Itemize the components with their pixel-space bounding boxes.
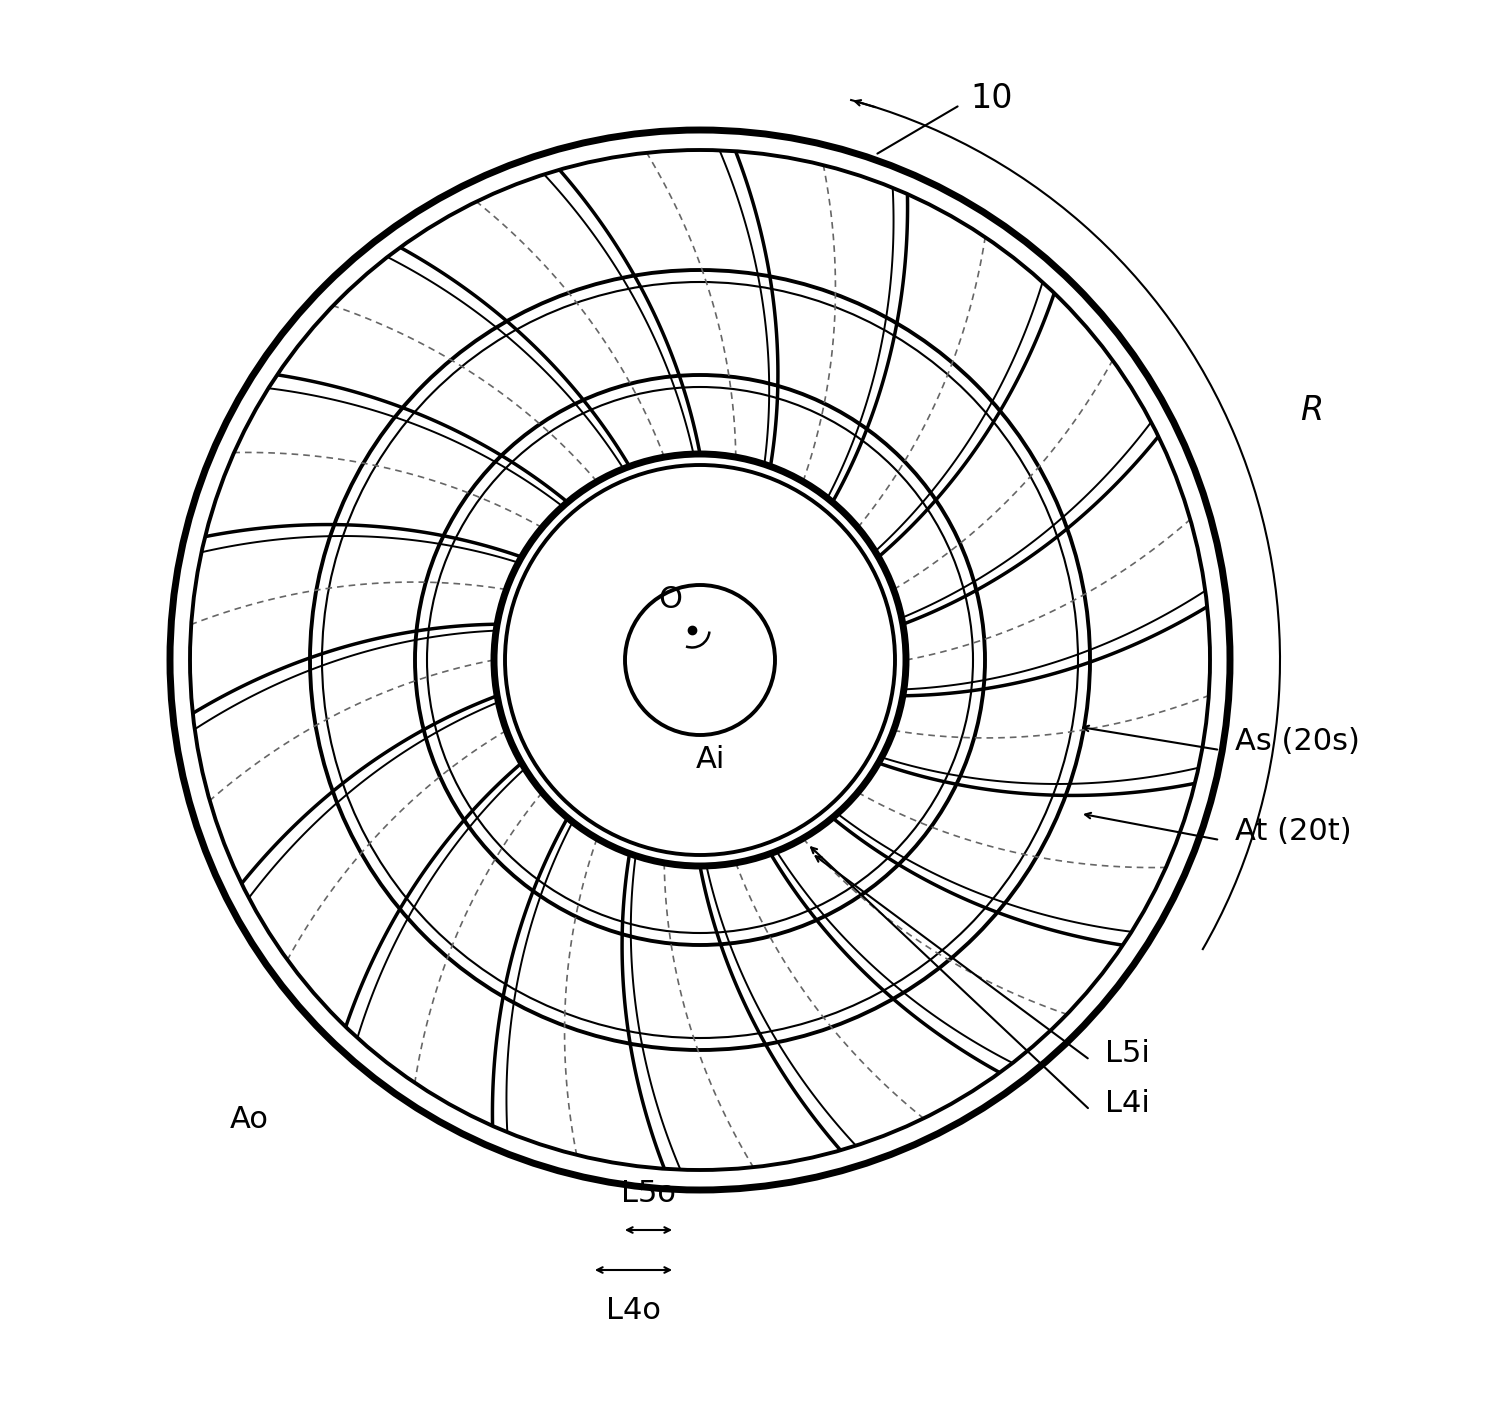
- Text: R: R: [1299, 394, 1323, 426]
- Text: At (20t): At (20t): [1235, 817, 1351, 847]
- Text: L4i: L4i: [1106, 1089, 1150, 1117]
- Text: As (20s): As (20s): [1235, 728, 1360, 756]
- Text: 10: 10: [970, 82, 1013, 115]
- Text: L4o: L4o: [605, 1296, 660, 1325]
- Circle shape: [624, 585, 775, 735]
- Circle shape: [505, 464, 895, 855]
- Text: L5o: L5o: [620, 1180, 675, 1208]
- Text: L5i: L5i: [1106, 1038, 1150, 1068]
- Text: Ai: Ai: [696, 745, 724, 775]
- Circle shape: [170, 130, 1231, 1189]
- Circle shape: [495, 455, 906, 867]
- Text: Ao: Ao: [229, 1106, 268, 1134]
- Text: O: O: [659, 585, 682, 615]
